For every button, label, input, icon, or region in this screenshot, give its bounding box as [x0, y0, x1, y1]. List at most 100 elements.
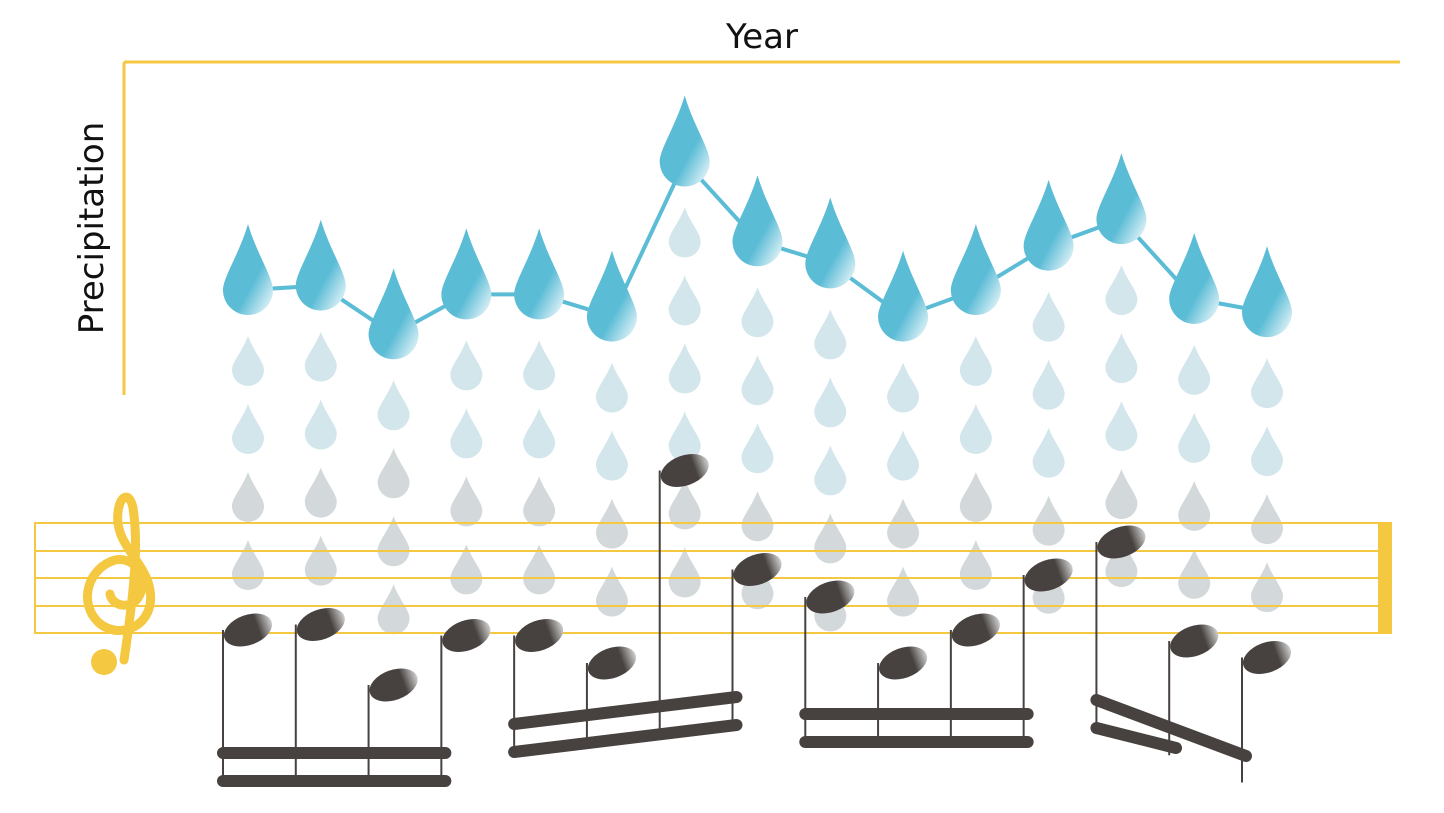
- data-drops-layer: [223, 95, 1292, 360]
- background-drop: [668, 275, 701, 326]
- data-drop-marker: [1023, 179, 1074, 271]
- note-beam: [1090, 722, 1182, 754]
- background-drop: [668, 343, 701, 394]
- background-drop: [741, 287, 774, 338]
- background-drop: [377, 448, 410, 499]
- background-drop: [814, 445, 847, 496]
- background-drop: [450, 408, 483, 459]
- background-drop: [450, 340, 483, 391]
- note-head: [733, 553, 782, 586]
- background-drop: [668, 207, 701, 258]
- background-drop: [304, 331, 337, 382]
- note-head: [442, 619, 491, 652]
- background-drop: [1105, 265, 1138, 316]
- data-drop-marker: [732, 175, 783, 267]
- background-drop: [1251, 426, 1283, 477]
- background-drop: [1032, 291, 1065, 342]
- background-drop: [523, 544, 556, 595]
- background-drop: [1105, 469, 1138, 520]
- background-drop: [1105, 333, 1138, 384]
- background-drop: [959, 404, 992, 454]
- background-drop: [1178, 344, 1211, 395]
- data-drop-marker: [950, 224, 1001, 315]
- data-drop-marker: [586, 250, 637, 342]
- data-drop-marker: [223, 224, 273, 315]
- background-drop: [232, 540, 264, 590]
- background-drop: [668, 411, 701, 462]
- background-drop: [377, 380, 410, 431]
- note-head: [1242, 641, 1292, 674]
- notes-layer: [222, 454, 1292, 783]
- background-drop: [959, 540, 992, 590]
- beams-layer: [217, 691, 1252, 787]
- background-drop: [1251, 562, 1283, 613]
- treble-clef-icon: [83, 492, 156, 665]
- background-drop: [450, 476, 483, 527]
- data-drop-marker: [1242, 246, 1292, 338]
- background-drop: [523, 408, 556, 459]
- background-drop: [668, 547, 701, 598]
- note-beam: [508, 691, 743, 730]
- background-drop: [523, 476, 556, 527]
- background-drop: [304, 467, 337, 518]
- background-drop: [304, 399, 337, 450]
- background-drop: [450, 544, 483, 595]
- background-drop: [814, 513, 847, 564]
- background-drop: [1178, 412, 1211, 463]
- background-drop: [1032, 495, 1065, 546]
- background-drop: [1032, 359, 1065, 410]
- background-drop: [304, 535, 337, 586]
- background-drop: [959, 336, 992, 386]
- background-drop: [595, 362, 628, 413]
- note-head: [806, 580, 855, 614]
- data-drop-marker: [514, 228, 565, 320]
- background-drop: [523, 340, 556, 391]
- note-head: [1024, 558, 1073, 592]
- background-drop: [595, 566, 628, 617]
- note-head: [951, 613, 1000, 647]
- background-drop: [741, 423, 774, 474]
- background-drop: [887, 430, 920, 481]
- staff-final-barline: [1378, 522, 1392, 634]
- background-drop: [741, 491, 774, 542]
- data-drop-marker: [1169, 232, 1220, 324]
- note-beam: [1090, 694, 1252, 762]
- note-head: [515, 619, 564, 652]
- data-drop-marker: [659, 95, 710, 187]
- background-drop: [887, 566, 920, 617]
- note-head: [879, 646, 928, 680]
- background-drop: [814, 377, 847, 428]
- treble-clef-dot: [91, 649, 117, 675]
- data-drop-marker: [368, 268, 419, 360]
- data-drop-marker: [441, 228, 492, 320]
- background-drop: [959, 472, 992, 522]
- background-drop: [887, 362, 920, 413]
- background-drop: [741, 355, 774, 406]
- y-axis-title: Precipitation: [72, 122, 112, 335]
- background-drop: [595, 430, 628, 481]
- note-head: [1097, 525, 1146, 559]
- data-drop-marker: [1096, 153, 1147, 245]
- background-drop: [1251, 494, 1283, 545]
- note-head: [223, 613, 273, 647]
- background-drop: [377, 584, 410, 635]
- data-drop-marker: [295, 219, 346, 311]
- note-beam: [508, 719, 743, 758]
- background-drop: [1105, 401, 1138, 452]
- background-drop: [232, 336, 264, 386]
- note-head: [587, 646, 636, 680]
- x-axis-title: Year: [725, 17, 798, 57]
- note-head: [1170, 624, 1219, 658]
- faint-drops-layer: [232, 207, 1283, 635]
- background-drop: [668, 479, 701, 530]
- note-head: [369, 668, 418, 702]
- background-drop: [1251, 358, 1283, 409]
- background-drop: [232, 472, 264, 522]
- background-drop: [1105, 537, 1138, 588]
- background-drop: [232, 404, 264, 454]
- note-head: [296, 608, 345, 641]
- data-drop-marker: [805, 197, 856, 289]
- background-drop: [377, 516, 410, 567]
- note-head: [660, 454, 709, 487]
